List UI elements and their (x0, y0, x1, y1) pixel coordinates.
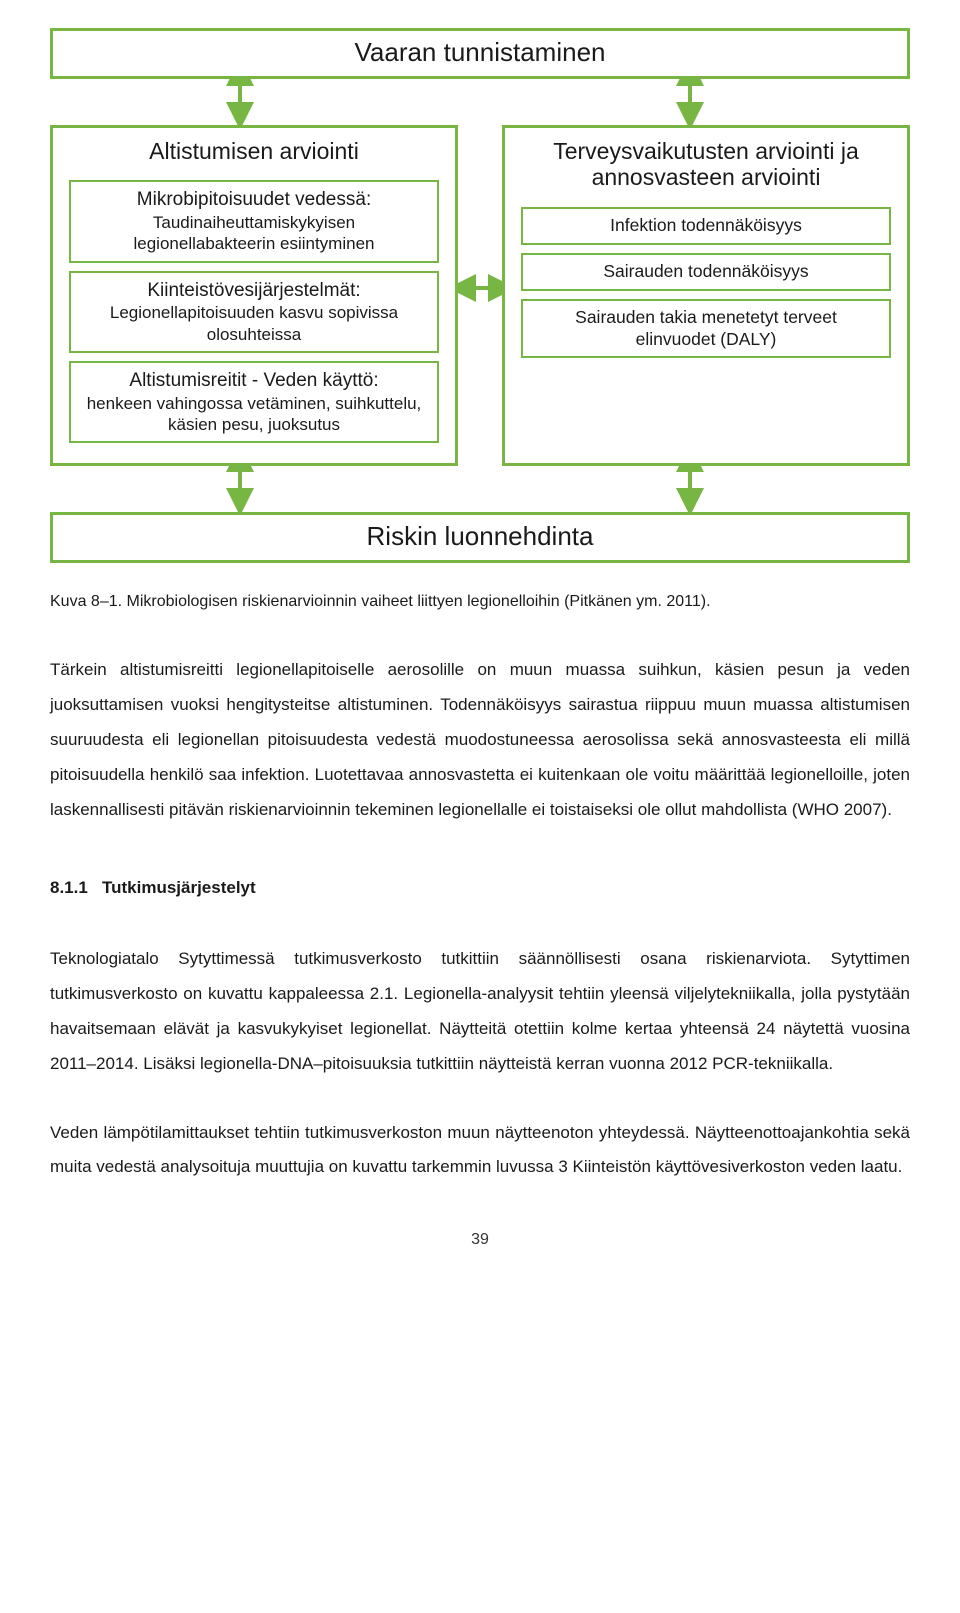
risk-diagram: Vaaran tunnistaminen Altistumisen arvioi… (50, 28, 910, 563)
figure-caption: Kuva 8–1. Mikrobiologisen riskienarvioin… (50, 593, 910, 611)
diagram-title-box: Vaaran tunnistaminen (50, 28, 910, 79)
right-column: Terveysvaikutusten arviointi ja annosvas… (502, 125, 910, 466)
right-box-2-t: Sairauden takia menetetyt terveet elinvu… (575, 307, 837, 349)
left-column: Altistumisen arviointi Mikrobipitoisuude… (50, 125, 458, 466)
left-box-2-h: Altistumisreitit - Veden käyttö: (81, 369, 427, 393)
left-box-1-b: Legionellapitoisuuden kasvu sopivissa ol… (81, 302, 427, 345)
right-box-1: Sairauden todennäköisyys (521, 253, 891, 291)
section-title: Tutkimusjärjestelyt (102, 878, 256, 897)
right-box-2: Sairauden takia menetetyt terveet elinvu… (521, 299, 891, 359)
left-box-0: Mikrobipitoisuudet vedessä: Taudinaiheut… (69, 180, 439, 262)
paragraph-3: Veden lämpötilamittaukset tehtiin tutkim… (50, 1116, 910, 1186)
left-box-1: Kiinteistövesijärjestelmät: Legionellapi… (69, 271, 439, 353)
right-box-0-t: Infektion todennäköisyys (610, 215, 802, 235)
body-text: Tärkein altistumisreitti legionellapitoi… (50, 653, 910, 1185)
section-number: 8.1.1 (50, 878, 88, 897)
left-box-1-h: Kiinteistövesijärjestelmät: (81, 279, 427, 303)
diagram-columns: Altistumisen arviointi Mikrobipitoisuude… (50, 125, 910, 466)
paragraph-1: Tärkein altistumisreitti legionellapitoi… (50, 653, 910, 827)
diagram-bottom-box: Riskin luonnehdinta (50, 512, 910, 563)
right-column-title: Terveysvaikutusten arviointi ja annosvas… (505, 138, 907, 199)
left-box-2: Altistumisreitit - Veden käyttö: henkeen… (69, 361, 439, 443)
left-column-title: Altistumisen arviointi (53, 138, 455, 172)
left-box-0-h: Mikrobipitoisuudet vedessä: (81, 188, 427, 212)
diagram-title: Vaaran tunnistaminen (354, 37, 605, 67)
right-box-0: Infektion todennäköisyys (521, 207, 891, 245)
page-number: 39 (50, 1231, 910, 1249)
section-heading: 8.1.1 Tutkimusjärjestelyt (50, 871, 910, 906)
left-box-2-b: henkeen vahingossa vetäminen, suihkuttel… (81, 393, 427, 436)
diagram-bottom-text: Riskin luonnehdinta (367, 521, 594, 551)
left-box-0-b: Taudinaiheuttamiskykyisen legionellabakt… (81, 212, 427, 255)
right-box-1-t: Sairauden todennäköisyys (603, 261, 808, 281)
paragraph-2: Teknologiatalo Sytyttimessä tutkimusverk… (50, 942, 910, 1081)
